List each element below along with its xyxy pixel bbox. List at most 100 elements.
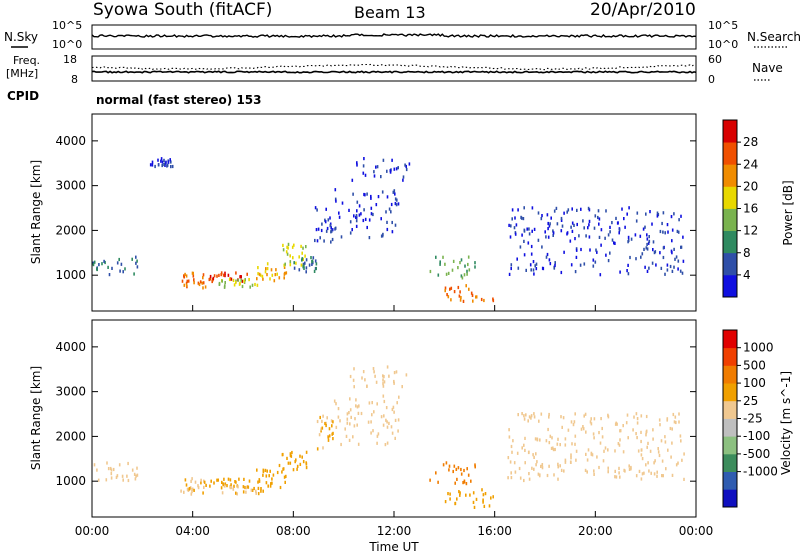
heatmap-cell [566, 231, 569, 235]
heatmap-cell [437, 480, 439, 484]
heatmap-cell [193, 488, 195, 492]
heatmap-cell [509, 235, 512, 239]
heatmap-cell [671, 473, 674, 477]
heatmap-cell [349, 422, 351, 426]
heatmap-cell [274, 273, 277, 277]
heatmap-cell [326, 226, 329, 231]
heatmap-cell [203, 480, 206, 484]
heatmap-cell [585, 452, 587, 456]
heatmap-cell [447, 271, 450, 275]
heatmap-cell [188, 487, 191, 491]
heatmap-cell [525, 413, 527, 417]
heatmap-cell [540, 464, 542, 468]
colorbar-segment [723, 453, 737, 472]
heatmap-cell [382, 378, 384, 382]
heatmap-cell [190, 492, 193, 496]
heatmap-cell [355, 404, 357, 408]
heatmap-cell [118, 463, 121, 467]
heatmap-cell [619, 438, 621, 442]
heatmap-cell [535, 267, 538, 271]
heatmap-cell [233, 283, 236, 287]
heatmap-cell [492, 495, 494, 499]
heatmap-cell [646, 269, 649, 273]
heatmap-cell [397, 429, 399, 433]
heatmap-cell [286, 245, 288, 249]
heatmap-cell [382, 382, 384, 386]
heatmap-cell [630, 237, 633, 241]
heatmap-cell [647, 441, 649, 445]
heatmap-cell [193, 278, 195, 282]
nave-tick-top: 60 [708, 53, 722, 66]
heatmap-cell [604, 446, 607, 450]
heatmap-cell [353, 424, 356, 428]
heatmap-cell [573, 420, 576, 424]
heatmap-cell [530, 416, 532, 420]
heatmap-cell [517, 266, 520, 270]
heatmap-cell [265, 267, 267, 271]
heatmap-cell [262, 473, 264, 477]
heatmap-cell [228, 277, 231, 282]
heatmap-cell [661, 459, 664, 463]
heatmap-cell [444, 286, 447, 290]
heatmap-cell [615, 475, 618, 479]
heatmap-cell [461, 276, 464, 280]
heatmap-cell [390, 202, 393, 207]
heatmap-cell [671, 427, 673, 431]
heatmap-cell [364, 217, 367, 221]
heatmap-cell [597, 215, 599, 220]
heatmap-cell [216, 478, 218, 482]
heatmap-cell [164, 163, 166, 167]
heatmap-cell [385, 418, 387, 422]
heatmap-cell [93, 463, 96, 467]
heatmap-cell [296, 464, 299, 468]
heatmap-cell [124, 267, 126, 271]
heatmap-cell [475, 497, 478, 501]
heatmap-cell [667, 230, 669, 234]
heatmap-cell [384, 443, 387, 447]
heatmap-cell [645, 246, 648, 250]
heatmap-cell [391, 220, 393, 225]
heatmap-cell [590, 417, 592, 421]
heatmap-cell [360, 411, 363, 416]
heatmap-cell [395, 203, 398, 207]
heatmap-cell [245, 490, 247, 494]
heatmap-cell [672, 412, 675, 417]
velocity-panel-frame [91, 319, 697, 518]
heatmap-cell [197, 486, 200, 490]
heatmap-cell [230, 485, 233, 490]
y-tick-label: 2000 [55, 429, 86, 443]
heatmap-cell [644, 225, 646, 229]
heatmap-cell [655, 263, 657, 267]
heatmap-cell [466, 467, 468, 471]
colorbar-tick-label: 100 [743, 376, 766, 390]
heatmap-cell [467, 262, 469, 267]
heatmap-cell [248, 479, 251, 483]
heatmap-cell [632, 428, 634, 432]
heatmap-cell [248, 278, 250, 282]
heatmap-cell [596, 455, 598, 459]
heatmap-cell [509, 460, 512, 464]
heatmap-cell [388, 374, 390, 378]
heatmap-cell [302, 246, 304, 250]
heatmap-cell [449, 492, 451, 496]
heatmap-cell [618, 443, 621, 447]
heatmap-cell [457, 285, 460, 290]
heatmap-cell [149, 163, 152, 167]
heatmap-cell [656, 474, 658, 478]
heatmap-cell [232, 278, 235, 282]
heatmap-cell [356, 163, 358, 167]
heatmap-cell [465, 482, 468, 486]
heatmap-cell [549, 434, 552, 438]
heatmap-cell [648, 239, 651, 243]
heatmap-cell [609, 230, 611, 234]
heatmap-cell [457, 266, 459, 270]
heatmap-cell [675, 255, 678, 259]
heatmap-cell [230, 483, 232, 487]
heatmap-cell [571, 442, 573, 446]
velocity-heatmap [93, 365, 685, 509]
heatmap-cell [455, 467, 458, 471]
heatmap-cell [435, 471, 437, 475]
heatmap-cell [524, 448, 526, 452]
heatmap-cell [184, 272, 186, 276]
heatmap-cell [376, 434, 379, 438]
